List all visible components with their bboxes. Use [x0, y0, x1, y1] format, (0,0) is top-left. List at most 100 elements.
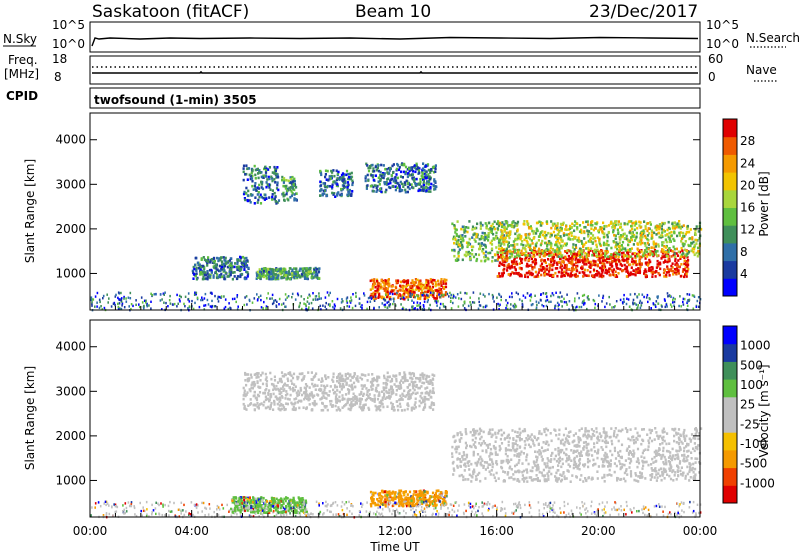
power-cell [634, 256, 637, 260]
power-cell [371, 163, 374, 167]
power-cell [384, 279, 387, 282]
power-cell [606, 250, 609, 254]
power-cell [542, 267, 545, 271]
power-cell [587, 233, 590, 237]
power-cell [539, 298, 542, 302]
power-cell [542, 266, 545, 269]
power-cell [521, 252, 524, 256]
power-cell [392, 171, 395, 174]
power-cell [406, 182, 409, 186]
station-title: Saskatoon (fitACF) [92, 2, 249, 22]
velocity-cell [564, 440, 567, 444]
power-cell [529, 272, 532, 275]
power-cell [212, 274, 215, 277]
power-cell [429, 171, 432, 174]
power-cell [496, 251, 499, 255]
power-cell [284, 293, 287, 296]
power-cell [687, 299, 689, 302]
power-cell [649, 223, 652, 226]
power-cell [619, 267, 622, 271]
nave-tick-bottom: 0 [708, 70, 716, 84]
power-cell [246, 199, 249, 203]
power-cell [496, 237, 499, 240]
power-cell [545, 264, 548, 268]
power-cell [551, 268, 554, 272]
power-cell [237, 305, 239, 308]
power-cell [423, 308, 426, 311]
power-cell [668, 231, 671, 235]
power-cell [643, 270, 646, 273]
velocity-cell [681, 454, 684, 457]
velocity-cell [537, 466, 540, 469]
velocity-cell [616, 433, 619, 437]
power-cell [600, 273, 603, 276]
power-cell [635, 222, 638, 225]
power-cell [597, 258, 600, 262]
power-cell [496, 253, 499, 256]
power-cell [125, 300, 128, 303]
power-cell [241, 263, 244, 267]
power-cell [551, 292, 554, 295]
power-cell [498, 272, 501, 275]
power-cell [638, 256, 641, 260]
power-cell [627, 239, 630, 243]
power-cell [331, 191, 334, 195]
velocity-cell [629, 470, 633, 473]
power-cell [205, 259, 208, 262]
power-cell [532, 303, 534, 306]
power-cell [324, 173, 327, 176]
power-cell [480, 235, 483, 238]
power-cell [684, 232, 687, 236]
velocity-cell [677, 455, 680, 459]
power-cell [562, 234, 566, 237]
power-cell [210, 291, 213, 295]
power-cell [236, 294, 239, 297]
power-cell [289, 196, 292, 199]
power-cell [502, 237, 505, 240]
power-cell [630, 272, 633, 276]
power-cell [627, 298, 630, 301]
power-cell [200, 265, 203, 269]
power-cell [276, 166, 279, 169]
power-cell [256, 293, 258, 296]
power-cell [568, 261, 571, 264]
power-cell [323, 182, 327, 185]
power-cell [647, 243, 650, 246]
power-cell [683, 297, 686, 301]
power-cell [565, 263, 568, 267]
power-cell [284, 269, 287, 272]
power-cell [474, 232, 477, 236]
power-cell [274, 169, 277, 173]
velocity-cell [514, 464, 517, 468]
power-cell [195, 293, 197, 296]
power-cell [570, 234, 573, 237]
power-cell [215, 265, 218, 268]
power-cell [365, 187, 368, 190]
power-cell [234, 262, 237, 265]
power-cell [510, 303, 512, 306]
power-cell [562, 244, 565, 248]
power-cell [658, 225, 661, 228]
power-cell [224, 271, 227, 275]
power-cell [129, 291, 132, 295]
power-cell [383, 298, 385, 301]
velocity-cell [526, 438, 529, 442]
power-cell [656, 259, 659, 263]
power-cell [667, 271, 670, 274]
power-cell [575, 253, 579, 256]
power-cell [423, 300, 426, 303]
power-cell [561, 239, 564, 243]
power-cell [427, 295, 430, 298]
power-cell [620, 235, 623, 239]
power-cell [670, 230, 673, 234]
power-cell [628, 272, 631, 276]
power-cell [647, 300, 649, 304]
power-cell [195, 269, 198, 273]
power-cell [594, 222, 597, 225]
power-cell [405, 279, 408, 283]
power-cell [264, 165, 267, 169]
power-cell [567, 233, 570, 236]
power-cell [523, 251, 526, 255]
power-cell [420, 282, 423, 286]
power-cell [618, 249, 621, 252]
